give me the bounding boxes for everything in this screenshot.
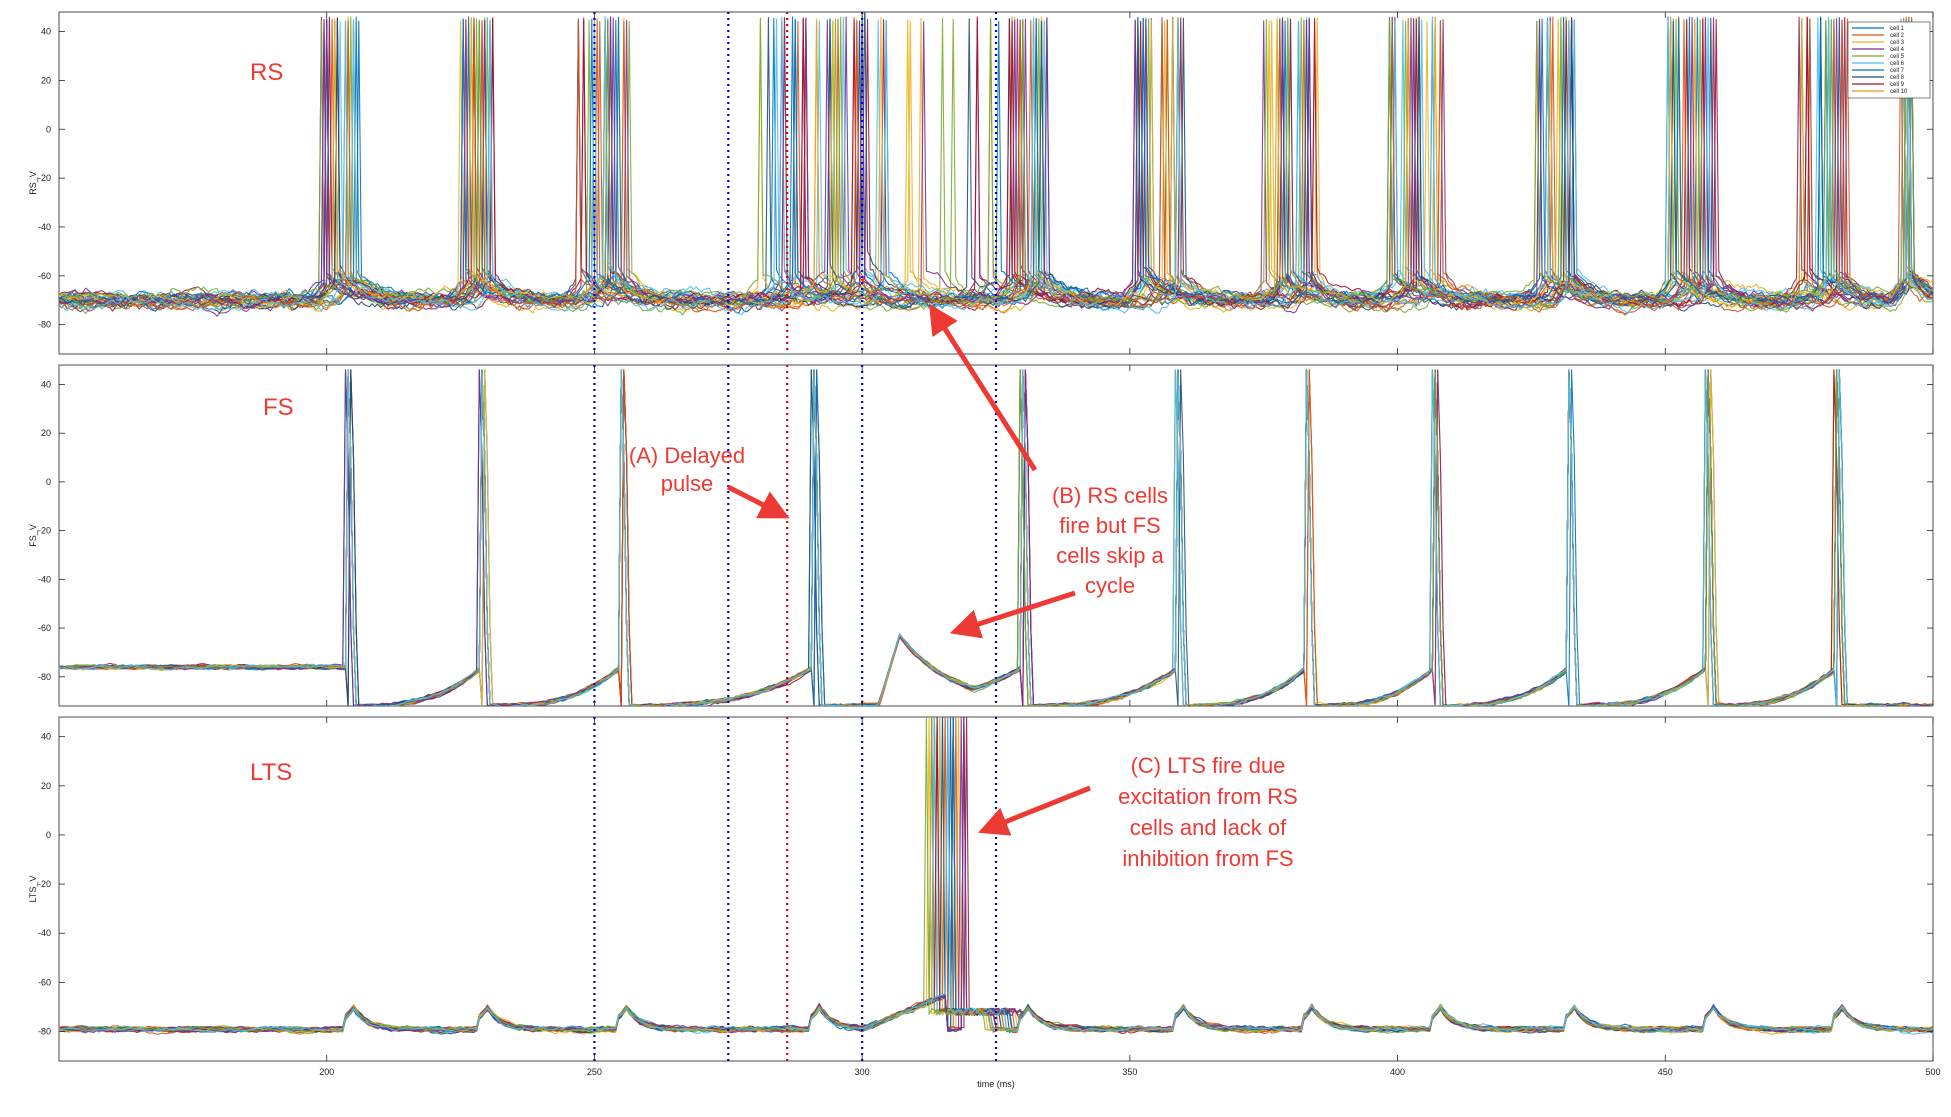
legend-entry: cell 3 [1890, 40, 1905, 46]
legend-box [1847, 21, 1931, 99]
panel-rs: 40 20 0 -20 -40 -60 -80 RS_V RS [28, 11, 1934, 355]
voltage-trace [59, 717, 1933, 1034]
annotation-line: cycle [1085, 573, 1135, 598]
y-axis-label: LTS_V [28, 876, 38, 903]
x-tick-label: 200 [319, 1067, 334, 1077]
y-tick-label: 0 [46, 830, 51, 840]
y-tick-label: 40 [41, 379, 51, 389]
annotation-line: cells skip a [1056, 543, 1164, 568]
y-tick-label: -60 [38, 623, 51, 633]
panel-title: LTS [250, 759, 292, 786]
y-tick-label: 20 [41, 75, 51, 85]
y-tick-label: 0 [46, 477, 51, 487]
voltage-trace [59, 717, 1933, 1034]
panel-title: FS [263, 394, 294, 421]
panel-fs: 40 20 0 -20 -40 -60 -80 FS_V FS [28, 364, 1934, 707]
voltage-trace [59, 717, 1933, 1035]
legend-entry: cell 1 [1890, 26, 1905, 32]
annotation-text: (B) RS cells fire but FS cells skip a cycle [1052, 483, 1168, 598]
y-tick-label: 0 [46, 124, 51, 134]
annotation-arrow [928, 303, 1038, 472]
annotation-line: cells and lack of [1130, 815, 1287, 840]
y-tick-label: 40 [41, 27, 51, 37]
voltage-trace [59, 717, 1933, 1034]
x-tick-label: 400 [1390, 1067, 1405, 1077]
x-tick-label: 250 [587, 1067, 602, 1077]
panel-title: RS [250, 59, 283, 86]
voltage-trace [59, 16, 1933, 309]
legend-entry: cell 4 [1890, 47, 1905, 53]
x-tick-label: 350 [1122, 1067, 1137, 1077]
voltage-trace [59, 717, 1933, 1034]
y-tick-label: -60 [38, 977, 51, 987]
panel-lts: 40 20 0 -20 -40 -60 -80 LTS_V LTS [28, 716, 1934, 1062]
trace-group [59, 717, 1933, 1035]
annotation-arrow [949, 590, 1076, 639]
legend-entry: cell 10 [1890, 89, 1908, 95]
y-tick-label: 20 [41, 781, 51, 791]
annotation-text: (C) LTS fire due excitation from RS cells … [1118, 753, 1298, 871]
annotation-text: (A) Delayed pulse [629, 443, 745, 496]
voltage-trace [59, 16, 1933, 316]
annotation-arrow [726, 484, 790, 519]
voltage-trace [59, 717, 1933, 1034]
annotation: (B) RS cells fire but FS cells skip a cycle [949, 483, 1168, 639]
voltage-trace [59, 717, 1933, 1035]
annotation: (A) Delayed pulse [629, 443, 790, 519]
legend-entry: cell 5 [1890, 54, 1905, 60]
legend-entry: cell 7 [1890, 68, 1905, 74]
legend-entry: cell 6 [1890, 61, 1905, 67]
voltage-trace [59, 717, 1933, 1034]
voltage-trace [59, 717, 1933, 1034]
legend-entry: cell 9 [1890, 82, 1905, 88]
voltage-trace [59, 717, 1933, 1034]
x-axis-label: time (ms) [977, 1079, 1015, 1089]
y-tick-label: -40 [38, 928, 51, 938]
x-tick-label: 300 [855, 1067, 870, 1077]
voltage-trace [59, 717, 1933, 1035]
y-tick-label: -20 [38, 879, 51, 889]
voltage-trace [59, 717, 1933, 1035]
y-tick-label: -80 [38, 320, 51, 330]
y-tick-label: -40 [38, 574, 51, 584]
legend-entry: cell 2 [1890, 33, 1905, 39]
y-tick-label: -80 [38, 672, 51, 682]
voltage-trace [59, 16, 1933, 314]
y-tick-label: -20 [38, 526, 51, 536]
annotation: (C) LTS fire due excitation from RS cells … [978, 753, 1298, 871]
y-axis-label: RS_V [28, 171, 38, 195]
y-axis-label: FS_V [28, 524, 38, 547]
annotation-line: (A) Delayed [629, 443, 745, 468]
y-tick-label: 20 [41, 428, 51, 438]
y-tick-label: -40 [38, 222, 51, 232]
annotation-line: (B) RS cells [1052, 483, 1168, 508]
annotation-line: fire but FS [1059, 513, 1160, 538]
y-tick-label: -80 [38, 1027, 51, 1037]
trace-group [59, 12, 1933, 317]
voltage-trace [59, 717, 1933, 1035]
y-tick-label: 40 [41, 732, 51, 742]
legend-entry: cell 8 [1890, 75, 1905, 81]
voltage-trace [59, 369, 1933, 706]
annotation-line: (C) LTS fire due [1131, 753, 1286, 778]
voltage-trace [59, 717, 1933, 1034]
annotation-line: inhibition from FS [1122, 846, 1293, 871]
x-tick-label: 450 [1658, 1067, 1673, 1077]
x-tick-label: 500 [1925, 1067, 1940, 1077]
y-tick-label: -20 [38, 173, 51, 183]
voltage-trace [59, 717, 1933, 1035]
annotation-line: excitation from RS [1118, 784, 1298, 809]
annotation-line: pulse [661, 471, 714, 496]
y-tick-label: -60 [38, 271, 51, 281]
annotation-arrow [978, 785, 1091, 836]
